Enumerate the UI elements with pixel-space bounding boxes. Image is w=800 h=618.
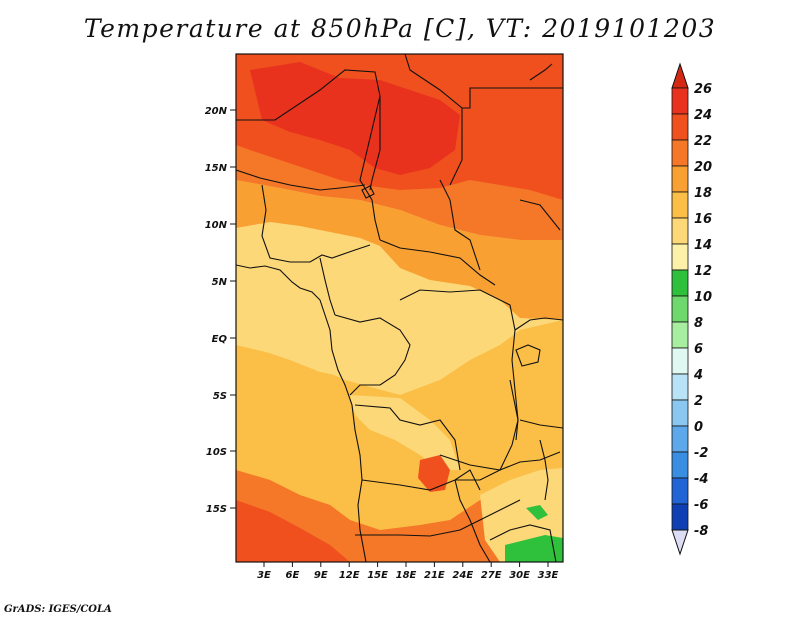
border-nigeria xyxy=(261,184,371,263)
colorbar-label: -8 xyxy=(694,524,708,539)
lake-malawi xyxy=(539,439,549,501)
colorbar-label: 6 xyxy=(694,342,703,357)
field-24-plus-core xyxy=(250,62,460,175)
coast-red-sea xyxy=(529,63,553,81)
lon-label: 27E xyxy=(481,570,502,581)
colorbar-label: -6 xyxy=(694,498,708,513)
colorbar-label: 12 xyxy=(694,264,712,279)
lat-label: 10S xyxy=(206,447,227,458)
colorbar-label: 18 xyxy=(694,186,712,201)
colorbar-swatch xyxy=(671,269,689,297)
colorbar-swatch xyxy=(671,191,689,219)
colorbar-label: 16 xyxy=(694,212,712,227)
grads-credit: GrADS: IGES/COLA xyxy=(4,604,112,615)
border-libya-egypt xyxy=(404,54,463,186)
colorbar-label: 24 xyxy=(694,108,712,123)
colorbar-label: -4 xyxy=(694,472,708,487)
colorbar-label: 0 xyxy=(694,420,703,435)
lon-label: 9E xyxy=(314,570,328,581)
colorbar-swatch xyxy=(671,477,689,505)
colorbar-bottom-arrow xyxy=(671,529,689,556)
border-ethiopia xyxy=(519,199,561,231)
border-drc-east xyxy=(399,289,519,471)
border-cameroon xyxy=(319,257,336,316)
map-title: Temperature at 850hPa [C], VT: 201910120… xyxy=(83,14,717,43)
lat-label: 5S xyxy=(213,391,227,402)
border-egypt-sudan xyxy=(462,87,563,109)
colorbar-label: 26 xyxy=(694,82,712,97)
colorbar-swatch xyxy=(671,399,689,427)
colorbar-swatch xyxy=(671,373,689,401)
lon-label: 30E xyxy=(509,570,530,581)
colorbar-swatch xyxy=(671,295,689,323)
colorbar-swatch xyxy=(671,425,689,453)
field-10-12-spot xyxy=(526,505,548,520)
border-zimbabwe xyxy=(454,479,491,562)
lat-label: 15N xyxy=(205,163,228,174)
field-22-24-southwest xyxy=(236,500,350,562)
lat-label: 5N xyxy=(212,277,228,288)
colorbar-swatch xyxy=(671,113,689,141)
colorbar-label: 4 xyxy=(693,368,703,383)
coastline-west-africa xyxy=(236,264,367,562)
border-east-africa xyxy=(514,317,563,331)
colorbar-label: -2 xyxy=(694,446,708,461)
lon-label: 15E xyxy=(367,570,388,581)
colorbar-swatch xyxy=(671,503,689,531)
lat-label: 15S xyxy=(206,504,227,515)
lake-victoria xyxy=(515,344,541,367)
border-sahel xyxy=(236,169,366,191)
lat-label: 20N xyxy=(205,106,228,117)
lon-label: 18E xyxy=(396,570,417,581)
border-namibia xyxy=(355,499,521,537)
lon-label: 3E xyxy=(257,570,271,581)
lon-label: 21E xyxy=(424,570,445,581)
colorbar-swatch xyxy=(671,217,689,245)
country-borders xyxy=(236,54,563,562)
lat-label: EQ xyxy=(212,334,228,345)
lake-chad xyxy=(361,185,375,199)
lon-label: 12E xyxy=(339,570,360,581)
lat-label: 10N xyxy=(205,220,228,231)
latitude-axis: 20N 15N 10N 5N EQ 5S 10S 15S xyxy=(205,106,236,515)
temperature-field xyxy=(236,54,563,562)
colorbar-label: 14 xyxy=(694,238,712,253)
colorbar-swatch xyxy=(671,451,689,479)
border-mozambique xyxy=(489,524,557,562)
colorbar-label: 10 xyxy=(694,290,712,305)
border-chad-niger xyxy=(359,95,381,241)
map-frame xyxy=(235,53,564,563)
colorbar-top-arrow xyxy=(671,62,689,89)
colorbar-label: 2 xyxy=(694,394,703,409)
colorbar-swatch xyxy=(671,139,689,167)
colorbar-swatch xyxy=(671,347,689,375)
field-22-24-patch xyxy=(418,455,450,492)
field-10-12-southeast xyxy=(505,535,563,562)
border-sudan-south xyxy=(439,179,481,271)
lake-tanganyika xyxy=(509,379,519,441)
field-14-16-south-tongue xyxy=(350,395,460,470)
colorbar-label: 22 xyxy=(694,134,712,149)
colorbar-swatch xyxy=(671,87,689,115)
colorbar-swatch xyxy=(671,243,689,271)
border-angola-south xyxy=(361,469,481,491)
colorbar-label: 20 xyxy=(694,160,712,175)
lon-label: 33E xyxy=(538,570,559,581)
border-drc-angola xyxy=(354,404,461,471)
longitude-axis: 3E 6E 9E 12E 15E 18E 21E 24E 27E 30E 33E xyxy=(257,562,559,581)
border-tanzania xyxy=(519,419,563,429)
colorbar-label: 8 xyxy=(694,316,703,331)
field-18-20-north xyxy=(236,180,563,320)
lon-label: 6E xyxy=(286,570,300,581)
lon-label: 24E xyxy=(452,570,473,581)
border-zambia xyxy=(455,451,561,481)
border-car xyxy=(379,239,496,286)
border-sahara-north xyxy=(236,69,381,191)
colorbar-swatch xyxy=(671,165,689,193)
colorbar-swatch xyxy=(671,321,689,349)
border-congo xyxy=(334,314,411,396)
